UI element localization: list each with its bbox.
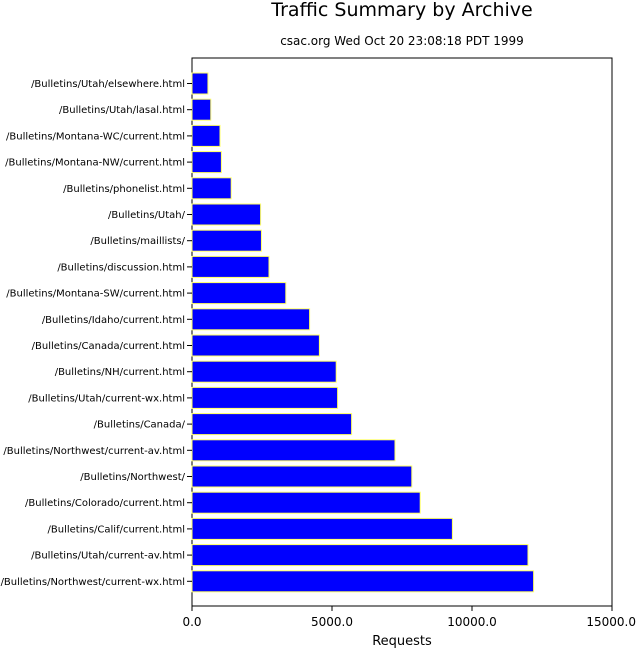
bar xyxy=(191,386,339,409)
category-label: /Bulletins/Utah/elsewhere.html xyxy=(31,79,185,90)
bar xyxy=(191,124,221,147)
bar xyxy=(191,151,222,174)
x-tick-label: 10000.0 xyxy=(447,615,497,629)
bar xyxy=(191,177,232,200)
bar xyxy=(191,229,262,252)
category-label: /Bulletins/Montana-WC/current.html xyxy=(6,131,185,142)
bar xyxy=(191,308,311,331)
bar xyxy=(191,98,212,121)
bar xyxy=(191,517,453,540)
x-ticks-group: 0.0 5000.0 10000.0 15000.0 xyxy=(182,606,636,629)
chart-title: Traffic Summary by Archive xyxy=(270,0,532,21)
plot-area xyxy=(191,57,613,607)
category-label: /Bulletins/Colorado/current.html xyxy=(25,498,185,509)
category-label: /Bulletins/Utah/current-av.html xyxy=(31,551,185,562)
category-label: /Bulletins/discussion.html xyxy=(57,262,185,273)
bar xyxy=(191,491,421,514)
category-label: /Bulletins/maillists/ xyxy=(90,236,185,247)
x-tick-label: 15000.0 xyxy=(586,615,636,629)
category-label: /Bulletins/NH/current.html xyxy=(55,367,185,378)
bar xyxy=(191,203,262,226)
bar xyxy=(191,255,270,278)
category-label: /Bulletins/Calif/current.html xyxy=(48,524,185,535)
category-label: /Bulletins/Northwest/current-av.html xyxy=(3,446,185,457)
bar xyxy=(191,334,320,357)
x-axis-label: Requests xyxy=(372,634,432,649)
x-tick-label: 0.0 xyxy=(182,615,201,629)
bars-group xyxy=(191,72,535,593)
x-tick-label: 5000.0 xyxy=(311,615,353,629)
category-label: /Bulletins/Utah/current-wx.html xyxy=(28,393,185,404)
bar xyxy=(191,282,287,305)
category-label: /Bulletins/Utah/ xyxy=(108,210,186,221)
category-label: /Bulletins/Northwest/ xyxy=(80,472,185,483)
bar xyxy=(191,72,209,95)
category-labels-group: /Bulletins/Utah/elsewhere.html/Bulletins… xyxy=(1,79,192,588)
chart-subtitle: csac.org Wed Oct 20 23:08:18 PDT 1999 xyxy=(280,34,524,48)
bar xyxy=(191,413,353,436)
bar xyxy=(191,360,337,383)
category-label: /Bulletins/Canada/ xyxy=(94,420,186,431)
category-label: /Bulletins/Northwest/current-wx.html xyxy=(1,577,185,588)
category-label: /Bulletins/phonelist.html xyxy=(63,184,185,195)
bar xyxy=(191,544,529,567)
bar xyxy=(191,570,535,593)
category-label: /Bulletins/Idaho/current.html xyxy=(42,315,185,326)
category-label: /Bulletins/Montana-NW/current.html xyxy=(5,158,185,169)
category-label: /Bulletins/Canada/current.html xyxy=(32,341,185,352)
category-label: /Bulletins/Montana-SW/current.html xyxy=(6,289,185,300)
bar xyxy=(191,465,413,488)
category-label: /Bulletins/Utah/lasal.html xyxy=(59,105,185,116)
bar xyxy=(191,439,396,462)
